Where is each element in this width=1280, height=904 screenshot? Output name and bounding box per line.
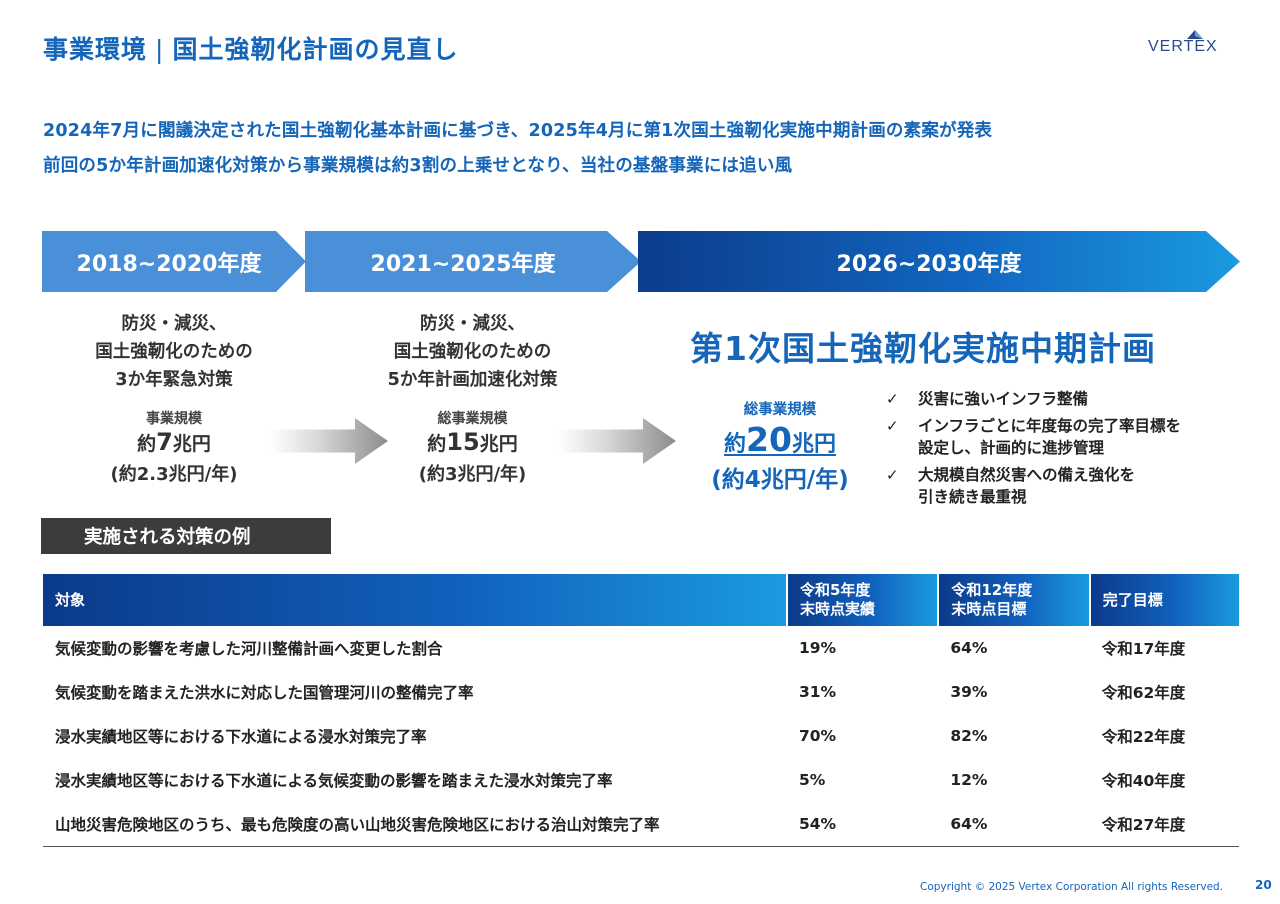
cell-goal: 82% xyxy=(950,727,988,745)
scale-number: 7 xyxy=(156,428,173,456)
cell-target: 山地災害危険地区のうち、最も危険度の高い山地災害危険地区における治山対策完了率 xyxy=(43,802,787,847)
column-header-fy2030-target: 令和12年度 末時点目標 xyxy=(937,574,1090,626)
checklist-text: 引き続き最重視 xyxy=(918,488,1027,506)
checklist-text: 大規模自然災害への備え強化を xyxy=(918,466,1136,484)
check-icon: ✓ xyxy=(886,466,899,484)
plan-1-scale-value: 約7兆円 xyxy=(42,428,306,456)
scale-unit: 兆円 xyxy=(172,433,211,455)
checklist-text: インフラごとに年度毎の完了率目標を xyxy=(918,417,1182,435)
cell-target: 浸水実績地区等における下水道による気候変動の影響を踏まえた浸水対策完了率 xyxy=(55,772,613,790)
checklist-item: ✓ インフラごとに年度毎の完了率目標を 設定し、計画的に進捗管理 xyxy=(886,415,1246,459)
table-row: 気候変動の影響を考慮した河川整備計画へ変更した割合 19% 64% 令和17年度 xyxy=(43,626,1239,670)
checklist-item: ✓ 大規模自然災害への備え強化を 引き続き最重視 xyxy=(886,464,1246,508)
scale-number: 15 xyxy=(446,428,480,456)
table-row: 浸水実績地区等における下水道による浸水対策完了率 70% 82% 令和22年度 xyxy=(43,714,1239,758)
timeline-period-2: 2021~2025年度 xyxy=(305,231,641,292)
plan-2-desc-line: 5か年計画加速化対策 xyxy=(387,370,558,390)
checklist-text: 設定し、計画的に進捗管理 xyxy=(918,439,1105,457)
plan-3-checklist: ✓ 災害に強いインフラ整備 ✓ インフラごとに年度毎の完了率目標を 設定し、計画… xyxy=(886,388,1246,513)
cell-goal: 64% xyxy=(950,639,988,657)
cell-completion: 令和22年度 xyxy=(1101,728,1186,746)
plan-3-title: 第1次国土強靭化実施中期計画 xyxy=(690,329,1156,368)
plan-1-scale-label: 事業規模 xyxy=(146,411,202,427)
examples-section-label: 実施される対策の例 xyxy=(41,518,331,554)
plan-2-scale-value: 約15兆円 xyxy=(320,428,625,456)
check-icon: ✓ xyxy=(886,390,899,408)
cell-target: 気候変動の影響を考慮した河川整備計画へ変更した割合 xyxy=(55,640,443,658)
cell-completion: 令和62年度 xyxy=(1101,684,1186,702)
cell-completion: 令和27年度 xyxy=(1089,802,1239,847)
table-row: 気候変動を踏まえた洪水に対応した国管理河川の整備完了率 31% 39% 令和62… xyxy=(43,670,1239,714)
cell-completion: 令和40年度 xyxy=(1101,772,1186,790)
plan-2-description: 防災・減災、 国土強靭化のための 5か年計画加速化対策 xyxy=(320,310,625,394)
table-row: 山地災害危険地区のうち、最も危険度の高い山地災害危険地区における治山対策完了率 … xyxy=(43,802,1239,847)
cell-goal: 39% xyxy=(950,683,988,701)
table-row: 浸水実績地区等における下水道による気候変動の影響を踏まえた浸水対策完了率 5% … xyxy=(43,758,1239,802)
header-text: 令和12年度 xyxy=(951,581,1033,599)
header-text: 末時点実績 xyxy=(799,600,875,618)
header-text: 令和5年度 xyxy=(799,581,871,599)
scale-unit: 兆円 xyxy=(479,433,518,455)
header-text: 対象 xyxy=(55,590,86,609)
lead-line-2: 前回の5か年計画加速化対策から事業規模は約3割の上乗せとなり、当社の基盤事業には… xyxy=(43,156,793,176)
scale-number: 20 xyxy=(746,420,792,459)
plan-2-scale-per-year: (約3兆円/年) xyxy=(418,464,527,485)
plan-2-scale-label: 総事業規模 xyxy=(437,411,508,427)
cell-actual: 70% xyxy=(798,727,837,745)
check-icon: ✓ xyxy=(886,417,899,435)
plan-2-desc-line: 国土強靭化のための xyxy=(393,342,552,362)
cell-target: 気候変動を踏まえた洪水に対応した国管理河川の整備完了率 xyxy=(55,684,474,702)
column-header-target: 対象 xyxy=(43,574,787,626)
header-text: 完了目標 xyxy=(1102,590,1163,609)
measures-table: 対象 令和5年度 末時点実績 令和12年度 末時点目標 完了目標 気候変動の影響を考… xyxy=(43,574,1239,847)
scale-prefix: 約 xyxy=(427,433,447,455)
checklist-text: 災害に強いインフラ整備 xyxy=(918,390,1089,408)
plan-3-scale-label: 総事業規模 xyxy=(743,402,817,418)
scale-prefix: 約 xyxy=(137,433,157,455)
cell-target: 浸水実績地区等における下水道による浸水対策完了率 xyxy=(55,728,427,746)
table-header-row: 対象 令和5年度 末時点実績 令和12年度 末時点目標 完了目標 xyxy=(43,574,1239,626)
cell-actual: 31% xyxy=(798,683,837,701)
timeline-period-3: 2026~2030年度 xyxy=(638,231,1240,292)
logo-text: VERTEX xyxy=(1148,38,1218,55)
copyright-notice: Copyright © 2025 Vertex Corporation All … xyxy=(920,881,1224,893)
cell-goal: 64% xyxy=(938,802,1090,847)
cell-actual: 19% xyxy=(798,639,837,657)
cell-actual: 54% xyxy=(786,802,939,847)
plan-1-desc-line: 3か年緊急対策 xyxy=(115,370,233,390)
page-title: 事業環境 | 国土強靭化計画の見直し xyxy=(43,30,458,66)
checklist-item: ✓ 災害に強いインフラ整備 xyxy=(886,388,1246,410)
lead-line-1: 2024年7月に閣議決定された国土強靭化基本計画に基づき、2025年4月に第1次… xyxy=(43,121,993,141)
section-label: 事業環境 xyxy=(43,35,148,64)
cell-actual: 5% xyxy=(798,771,826,789)
column-header-fy2023-actual: 令和5年度 末時点実績 xyxy=(785,574,939,626)
cell-goal: 12% xyxy=(950,771,988,789)
cell-completion: 令和17年度 xyxy=(1101,640,1186,658)
timeline-period-1: 2018~2020年度 xyxy=(42,231,306,292)
column-header-completion-target: 完了目標 xyxy=(1088,574,1239,626)
plan-1-desc-line: 防災・減災、 xyxy=(121,314,227,334)
scale-prefix: 約 xyxy=(724,432,747,457)
plan-3-scale-value: 約20兆円 xyxy=(690,420,870,459)
plan-1-description: 防災・減災、 国土強靭化のための 3か年緊急対策 xyxy=(42,310,306,394)
plan-1-scale-per-year: (約2.3兆円/年) xyxy=(110,464,238,485)
plan-3-scale-per-year: (約4兆円/年) xyxy=(711,467,849,493)
plan-1-desc-line: 国土強靭化のための xyxy=(95,342,253,362)
plan-2-desc-line: 防災・減災、 xyxy=(420,314,525,334)
scale-unit: 兆円 xyxy=(791,432,836,457)
title-separator: | xyxy=(155,35,165,64)
logo-mark-icon xyxy=(1187,30,1203,39)
title-text: 国土強靭化計画の見直し xyxy=(172,35,459,64)
page-number: 20 xyxy=(1255,878,1272,892)
header-text: 末時点目標 xyxy=(951,600,1027,618)
company-logo: VERTEX xyxy=(1148,30,1248,56)
